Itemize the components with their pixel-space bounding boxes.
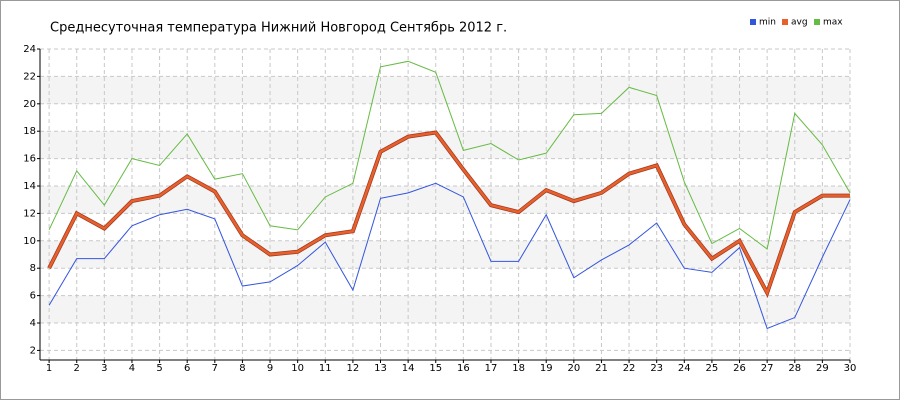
x-tick-label: 3	[101, 363, 107, 374]
band	[40, 295, 850, 324]
x-tick-label: 28	[788, 363, 801, 374]
x-tick-label: 16	[457, 363, 470, 374]
x-tick-label: 17	[485, 363, 498, 374]
chart-title: Среднесуточная температура Нижний Новгор…	[50, 21, 507, 36]
y-tick-label: 10	[23, 236, 36, 247]
y-tick-label: 18	[23, 126, 36, 137]
y-tick-label: 16	[23, 154, 36, 165]
legend-swatch	[814, 19, 820, 25]
y-tick-label: 4	[30, 318, 36, 329]
band	[40, 240, 850, 269]
x-tick-label: 6	[184, 363, 190, 374]
x-tick-label: 11	[319, 363, 332, 374]
x-tick-label: 13	[374, 363, 387, 374]
x-tick-label: 21	[595, 363, 608, 374]
y-tick-label: 20	[23, 99, 36, 110]
legend-label: avg	[791, 18, 808, 28]
y-tick-label: 2	[30, 345, 36, 356]
x-tick-label: 1	[46, 363, 52, 374]
legend-label: max	[823, 18, 843, 28]
x-tick-label: 27	[761, 363, 774, 374]
x-tick-label: 25	[706, 363, 719, 374]
x-tick-label: 2	[74, 363, 80, 374]
x-tick-label: 4	[129, 363, 135, 374]
x-tick-label: 8	[239, 363, 245, 374]
x-tick-label: 20	[567, 363, 580, 374]
y-tick-label: 6	[30, 291, 36, 302]
x-tick-label: 10	[291, 363, 304, 374]
x-tick-label: 26	[733, 363, 746, 374]
x-tick-label: 30	[844, 363, 857, 374]
x-tick-label: 22	[623, 363, 636, 374]
band	[40, 186, 850, 214]
legend-swatch	[750, 19, 756, 25]
x-tick-label: 29	[816, 363, 829, 374]
series-line	[48, 60, 851, 250]
x-tick-label: 15	[429, 363, 442, 374]
x-tick-label: 5	[156, 363, 162, 374]
y-tick-label: 24	[23, 44, 36, 55]
y-tick-label: 22	[23, 71, 36, 82]
x-tick-label: 12	[347, 363, 360, 374]
x-tick-label: 18	[512, 363, 525, 374]
y-tick-label: 8	[30, 263, 36, 274]
x-tick-label: 7	[212, 363, 218, 374]
x-tick-label: 14	[402, 363, 415, 374]
x-tick-label: 23	[650, 363, 663, 374]
series-line	[47, 131, 850, 297]
legend-swatch	[782, 19, 788, 25]
legend-label: min	[759, 18, 776, 28]
x-tick-label: 19	[540, 363, 553, 374]
y-tick-label: 14	[23, 181, 36, 192]
x-tick-label: 24	[678, 363, 691, 374]
series-line	[48, 182, 851, 330]
y-tick-label: 12	[23, 208, 36, 219]
x-tick-label: 9	[267, 363, 273, 374]
